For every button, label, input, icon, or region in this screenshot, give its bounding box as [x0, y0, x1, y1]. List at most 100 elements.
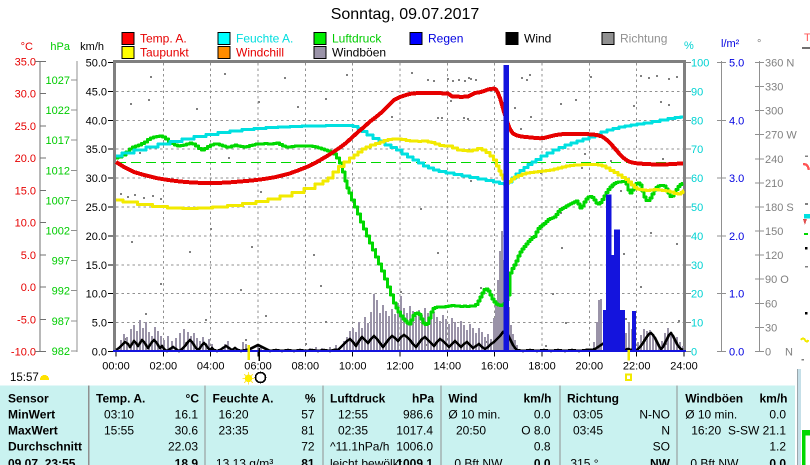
svg-text:00:00: 00:00 [102, 361, 130, 373]
svg-text:1022: 1022 [46, 105, 70, 117]
svg-text:15:57: 15:57 [10, 372, 39, 384]
svg-text:SO: SO [653, 439, 670, 453]
svg-text:1.0: 1.0 [729, 289, 744, 301]
svg-text:1009.1: 1009.1 [396, 457, 433, 465]
svg-text:60: 60 [765, 298, 777, 310]
svg-text:0.0: 0.0 [92, 347, 107, 359]
svg-text:Windböen: Windböen [685, 392, 743, 406]
svg-text:Richtung: Richtung [620, 32, 667, 46]
svg-text:100: 100 [691, 58, 709, 70]
svg-text:315 °: 315 ° [570, 457, 598, 465]
svg-text:09.07. 23:55: 09.07. 23:55 [8, 457, 76, 465]
svg-text:30.6: 30.6 [175, 424, 199, 438]
svg-text:16.1: 16.1 [175, 408, 199, 422]
svg-text:12:55: 12:55 [338, 408, 368, 422]
svg-text:hPa: hPa [50, 41, 70, 53]
svg-text:04:00: 04:00 [197, 361, 225, 373]
svg-text:40: 40 [691, 231, 703, 243]
svg-text:45.0: 45.0 [86, 86, 107, 98]
svg-text:%: % [305, 392, 316, 406]
svg-text:NW: NW [650, 457, 671, 465]
svg-text:Sensor: Sensor [8, 392, 49, 406]
svg-text:24:00: 24:00 [670, 361, 698, 373]
svg-text:°C: °C [21, 41, 33, 53]
svg-text:10.0: 10.0 [86, 289, 107, 301]
svg-text:0.0: 0.0 [21, 282, 36, 294]
svg-text:72: 72 [301, 439, 315, 453]
svg-text:15.0: 15.0 [86, 260, 107, 272]
svg-text:0: 0 [691, 347, 697, 359]
svg-text:180 S: 180 S [765, 202, 794, 214]
svg-text:-10.0: -10.0 [11, 347, 36, 359]
svg-text:30.0: 30.0 [86, 173, 107, 185]
svg-text:14:00: 14:00 [434, 361, 462, 373]
svg-text:Feuchte A.: Feuchte A. [236, 32, 293, 46]
svg-text:50: 50 [691, 202, 703, 214]
svg-text:1.2: 1.2 [769, 439, 786, 453]
svg-text:Luftdruck: Luftdruck [332, 32, 382, 46]
svg-text:50.0: 50.0 [86, 58, 107, 70]
svg-text:MinWert: MinWert [8, 408, 55, 422]
svg-text:270 W: 270 W [765, 130, 797, 142]
svg-text:57: 57 [301, 408, 315, 422]
svg-text:%: % [684, 40, 694, 52]
svg-text:81: 81 [301, 457, 315, 465]
svg-text:Ø 10 min.: Ø 10 min. [685, 408, 737, 422]
svg-text:35.0: 35.0 [86, 144, 107, 156]
svg-text:30: 30 [765, 322, 777, 334]
svg-text:20:50: 20:50 [456, 424, 486, 438]
svg-text:992: 992 [52, 286, 70, 298]
svg-text:°: ° [757, 38, 761, 50]
svg-text:20:00: 20:00 [576, 361, 604, 373]
svg-text:22.03: 22.03 [168, 439, 198, 453]
svg-text:1027: 1027 [46, 75, 70, 87]
svg-text:5.0: 5.0 [92, 318, 107, 330]
svg-text:km/h: km/h [80, 41, 104, 53]
svg-text:4.0: 4.0 [729, 115, 744, 127]
svg-text:0 Bft NW: 0 Bft NW [690, 457, 739, 465]
svg-text:210: 210 [765, 178, 783, 190]
svg-text:10: 10 [691, 318, 703, 330]
svg-text:-5.0: -5.0 [17, 314, 36, 326]
svg-text:S-SW 21.1: S-SW 21.1 [728, 424, 786, 438]
svg-text:Regen: Regen [428, 32, 463, 46]
svg-text:N-NO: N-NO [639, 408, 670, 422]
svg-text:30: 30 [691, 260, 703, 272]
svg-text:30.0: 30.0 [15, 89, 36, 101]
svg-text:12:00: 12:00 [386, 361, 414, 373]
svg-text:16:00: 16:00 [481, 361, 509, 373]
svg-text:20: 20 [691, 289, 703, 301]
svg-text:O 8.0: O 8.0 [521, 424, 551, 438]
svg-text:18:00: 18:00 [528, 361, 556, 373]
svg-text:Richtung: Richtung [567, 392, 619, 406]
svg-text:02:00: 02:00 [150, 361, 178, 373]
svg-text:0.0: 0.0 [769, 408, 786, 422]
svg-text:km/h: km/h [759, 392, 787, 406]
svg-text:3.0: 3.0 [729, 173, 744, 185]
svg-text:0.0: 0.0 [769, 457, 786, 465]
svg-text:Wind: Wind [448, 392, 477, 406]
svg-text:987: 987 [52, 316, 70, 328]
svg-text:5.0: 5.0 [729, 58, 744, 70]
svg-text:1007: 1007 [46, 195, 70, 207]
svg-text:25.0: 25.0 [86, 202, 107, 214]
svg-text:10:00: 10:00 [339, 361, 367, 373]
svg-text:120: 120 [765, 250, 783, 262]
svg-text:0 Bft NW: 0 Bft NW [454, 457, 503, 465]
svg-text:982: 982 [52, 346, 70, 358]
svg-text:2.0: 2.0 [729, 231, 744, 243]
svg-text:13.13 g/m³: 13.13 g/m³ [216, 457, 273, 465]
svg-text:80: 80 [691, 115, 703, 127]
svg-text:15:55: 15:55 [104, 424, 134, 438]
svg-text:16:20: 16:20 [691, 424, 721, 438]
svg-text:l/m²: l/m² [721, 38, 740, 50]
svg-text:km/h: km/h [523, 392, 551, 406]
svg-text:240: 240 [765, 154, 783, 166]
svg-text:25.0: 25.0 [15, 121, 36, 133]
svg-text:02:35: 02:35 [338, 424, 368, 438]
svg-text:N: N [785, 347, 793, 359]
svg-text:°C: °C [186, 392, 200, 406]
svg-text:81: 81 [301, 424, 315, 438]
svg-text:300: 300 [765, 106, 783, 118]
svg-text:23:35: 23:35 [219, 424, 249, 438]
